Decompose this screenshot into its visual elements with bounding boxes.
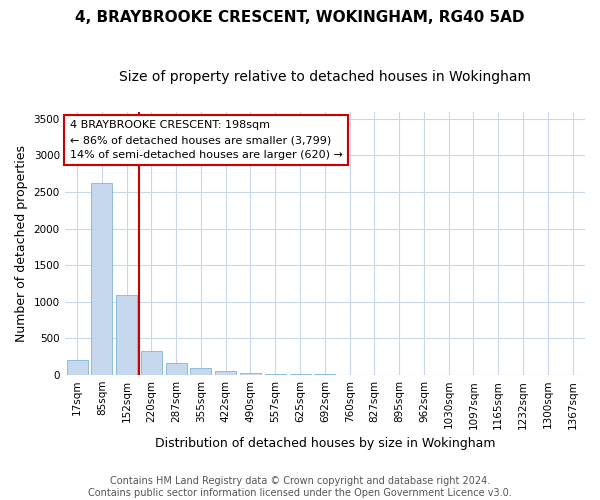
X-axis label: Distribution of detached houses by size in Wokingham: Distribution of detached houses by size … bbox=[155, 437, 495, 450]
Bar bbox=[290, 374, 311, 375]
Bar bbox=[91, 184, 112, 375]
Text: 4, BRAYBROOKE CRESCENT, WOKINGHAM, RG40 5AD: 4, BRAYBROOKE CRESCENT, WOKINGHAM, RG40 … bbox=[75, 10, 525, 25]
Text: Contains HM Land Registry data © Crown copyright and database right 2024.
Contai: Contains HM Land Registry data © Crown c… bbox=[88, 476, 512, 498]
Bar bbox=[141, 351, 162, 375]
Bar bbox=[166, 364, 187, 375]
Bar bbox=[116, 294, 137, 375]
Title: Size of property relative to detached houses in Wokingham: Size of property relative to detached ho… bbox=[119, 70, 531, 84]
Bar bbox=[265, 374, 286, 375]
Bar bbox=[314, 374, 335, 375]
Bar bbox=[190, 368, 211, 375]
Y-axis label: Number of detached properties: Number of detached properties bbox=[15, 145, 28, 342]
Bar bbox=[240, 373, 261, 375]
Bar bbox=[67, 360, 88, 375]
Text: 4 BRAYBROOKE CRESCENT: 198sqm
← 86% of detached houses are smaller (3,799)
14% o: 4 BRAYBROOKE CRESCENT: 198sqm ← 86% of d… bbox=[70, 120, 343, 160]
Bar bbox=[215, 372, 236, 375]
